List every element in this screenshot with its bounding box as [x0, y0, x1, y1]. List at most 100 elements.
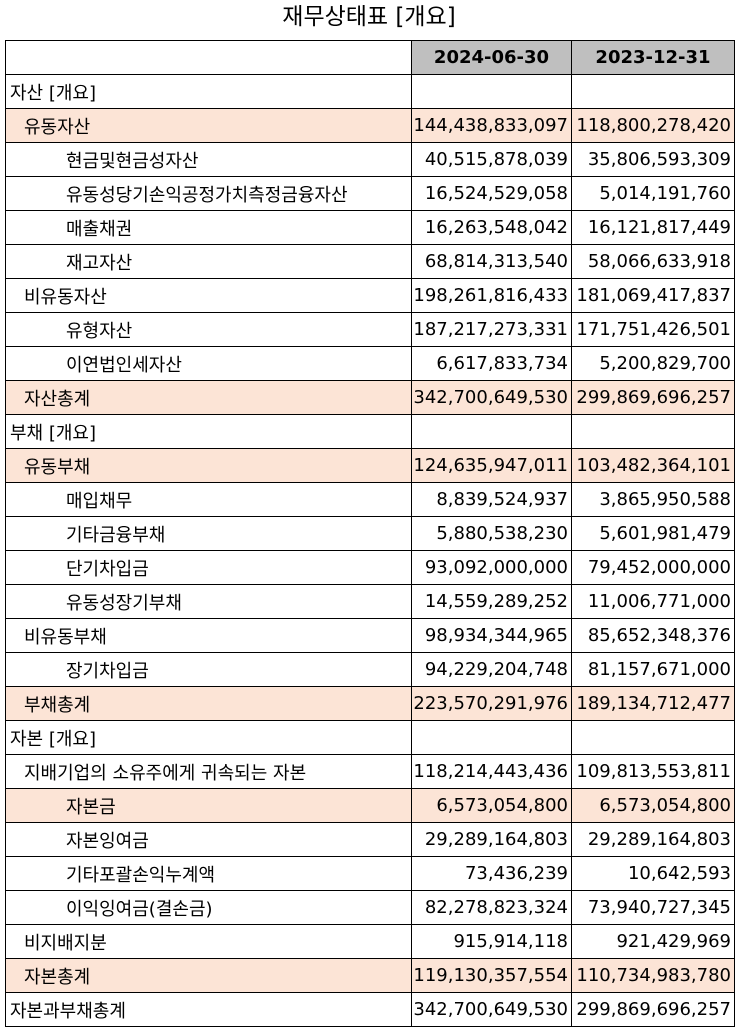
- row-label: 비지배지분: [5, 924, 412, 959]
- value-2023-12-31: 5,014,191,760: [571, 176, 735, 211]
- page-title: 재무상태표 [개요]: [282, 4, 456, 30]
- row-label: 기타금융부채: [5, 516, 412, 551]
- value-2023-12-31: 5,601,981,479: [571, 516, 735, 551]
- row-label: 부채 [개요]: [5, 414, 412, 449]
- row-label: 자본금: [5, 788, 412, 823]
- row-label: 이익잉여금(결손금): [5, 890, 412, 925]
- value-2023-12-31: 85,652,348,376: [571, 618, 735, 653]
- row-label: 매출채권: [5, 210, 412, 245]
- table-row: 자본 [개요]: [5, 720, 735, 755]
- row-label: 비유동부채: [5, 618, 412, 653]
- value-2023-12-31: 10,642,593: [571, 856, 735, 891]
- table-row: 재고자산 68,814,313,540 58,066,633,918: [5, 244, 735, 279]
- row-label: 현금및현금성자산: [5, 142, 412, 177]
- value-2024-06-30: 118,214,443,436: [411, 754, 572, 789]
- value-2024-06-30: 16,263,548,042: [411, 210, 572, 245]
- table-row: 유동성장기부채 14,559,289,252 11,006,771,000: [5, 584, 735, 619]
- value-2023-12-31: 921,429,969: [571, 924, 735, 959]
- value-2023-12-31: 109,813,553,811: [571, 754, 735, 789]
- value-2024-06-30: 73,436,239: [411, 856, 572, 891]
- row-label: 이연법인세자산: [5, 346, 412, 381]
- value-2024-06-30: 29,289,164,803: [411, 822, 572, 857]
- table-row: 유형자산 187,217,273,331 171,751,426,501: [5, 312, 735, 347]
- value-2024-06-30: [411, 74, 572, 109]
- value-2023-12-31: 58,066,633,918: [571, 244, 735, 279]
- row-label: 자본 [개요]: [5, 720, 412, 755]
- value-2023-12-31: 79,452,000,000: [571, 550, 735, 585]
- value-2024-06-30: 6,617,833,734: [411, 346, 572, 381]
- value-2024-06-30: 93,092,000,000: [411, 550, 572, 585]
- value-2023-12-31: 171,751,426,501: [571, 312, 735, 347]
- value-2024-06-30: 5,880,538,230: [411, 516, 572, 551]
- table-row: 단기차입금 93,092,000,000 79,452,000,000: [5, 550, 735, 585]
- value-2023-12-31: 16,121,817,449: [571, 210, 735, 245]
- table-body: 자산 [개요] 유동자산 144,438,833,097 118,800,278,42…: [5, 74, 735, 1027]
- header-blank-cell: [5, 40, 412, 75]
- value-2024-06-30: 16,524,529,058: [411, 176, 572, 211]
- row-label: 비유동자산: [5, 278, 412, 313]
- value-2023-12-31: 29,289,164,803: [571, 822, 735, 857]
- table-row: 기타포괄손익누계액 73,436,239 10,642,593: [5, 856, 735, 891]
- value-2023-12-31: 35,806,593,309: [571, 142, 735, 177]
- value-2023-12-31: 181,069,417,837: [571, 278, 735, 313]
- value-2023-12-31: 3,865,950,588: [571, 482, 735, 517]
- table-row: 이익잉여금(결손금) 82,278,823,324 73,940,727,345: [5, 890, 735, 925]
- table-row: 비지배지분 915,914,118 921,429,969: [5, 924, 735, 959]
- row-label: 부채총계: [5, 686, 412, 721]
- table-row: 장기차입금 94,229,204,748 81,157,671,000: [5, 652, 735, 687]
- row-label: 지배기업의 소유주에게 귀속되는 자본: [5, 754, 412, 789]
- row-label: 자본총계: [5, 958, 412, 993]
- value-2023-12-31: 81,157,671,000: [571, 652, 735, 687]
- row-label: 유형자산: [5, 312, 412, 347]
- table-row: 이연법인세자산 6,617,833,734 5,200,829,700: [5, 346, 735, 381]
- value-2024-06-30: 119,130,357,554: [411, 958, 572, 993]
- table-row: 자본금 6,573,054,800 6,573,054,800: [5, 788, 735, 823]
- table-row: 자산총계 342,700,649,530 299,869,696,257: [5, 380, 735, 415]
- table-row: 유동성당기손익공정가치측정금융자산 16,524,529,058 5,014,191…: [5, 176, 735, 211]
- row-label: 단기차입금: [5, 550, 412, 585]
- value-2024-06-30: 40,515,878,039: [411, 142, 572, 177]
- value-2024-06-30: 198,261,816,433: [411, 278, 572, 313]
- value-2023-12-31: 189,134,712,477: [571, 686, 735, 721]
- table-row: 유동부채 124,635,947,011 103,482,364,101: [5, 448, 735, 483]
- value-2023-12-31: [571, 414, 735, 449]
- value-2023-12-31: 5,200,829,700: [571, 346, 735, 381]
- row-label: 기타포괄손익누계액: [5, 856, 412, 891]
- value-2023-12-31: 11,006,771,000: [571, 584, 735, 619]
- value-2024-06-30: 342,700,649,530: [411, 992, 572, 1027]
- row-label: 자산 [개요]: [5, 74, 412, 109]
- value-2023-12-31: 73,940,727,345: [571, 890, 735, 925]
- value-2023-12-31: 299,869,696,257: [571, 380, 735, 415]
- table-row: 부채 [개요]: [5, 414, 735, 449]
- row-label: 재고자산: [5, 244, 412, 279]
- balance-sheet-table: 2024-06-30 2023-12-31 자산 [개요] 유동자산 144,438…: [5, 40, 735, 1027]
- table-row: 유동자산 144,438,833,097 118,800,278,420: [5, 108, 735, 143]
- value-2023-12-31: 118,800,278,420: [571, 108, 735, 143]
- row-label: 유동부채: [5, 448, 412, 483]
- table-row: 비유동자산 198,261,816,433 181,069,417,837: [5, 278, 735, 313]
- row-label: 유동자산: [5, 108, 412, 143]
- value-2024-06-30: 144,438,833,097: [411, 108, 572, 143]
- table-row: 지배기업의 소유주에게 귀속되는 자본 118,214,443,436 109,81…: [5, 754, 735, 789]
- table-row: 비유동부채 98,934,344,965 85,652,348,376: [5, 618, 735, 653]
- table-row: 자본과부채총계 342,700,649,530 299,869,696,257: [5, 992, 735, 1027]
- row-label: 장기차입금: [5, 652, 412, 687]
- value-2024-06-30: 223,570,291,976: [411, 686, 572, 721]
- table-row: 자산 [개요]: [5, 74, 735, 109]
- row-label: 매입채무: [5, 482, 412, 517]
- value-2024-06-30: 14,559,289,252: [411, 584, 572, 619]
- value-2024-06-30: [411, 414, 572, 449]
- value-2024-06-30: 915,914,118: [411, 924, 572, 959]
- value-2023-12-31: 110,734,983,780: [571, 958, 735, 993]
- row-label: 자본잉여금: [5, 822, 412, 857]
- value-2024-06-30: 124,635,947,011: [411, 448, 572, 483]
- value-2023-12-31: 103,482,364,101: [571, 448, 735, 483]
- table-row: 자본잉여금 29,289,164,803 29,289,164,803: [5, 822, 735, 857]
- value-2023-12-31: [571, 720, 735, 755]
- column-header-2023-12-31: 2023-12-31: [571, 40, 735, 75]
- table-row: 기타금융부채 5,880,538,230 5,601,981,479: [5, 516, 735, 551]
- value-2023-12-31: 299,869,696,257: [571, 992, 735, 1027]
- row-label: 유동성당기손익공정가치측정금융자산: [5, 176, 412, 211]
- value-2024-06-30: 8,839,524,937: [411, 482, 572, 517]
- value-2024-06-30: 94,229,204,748: [411, 652, 572, 687]
